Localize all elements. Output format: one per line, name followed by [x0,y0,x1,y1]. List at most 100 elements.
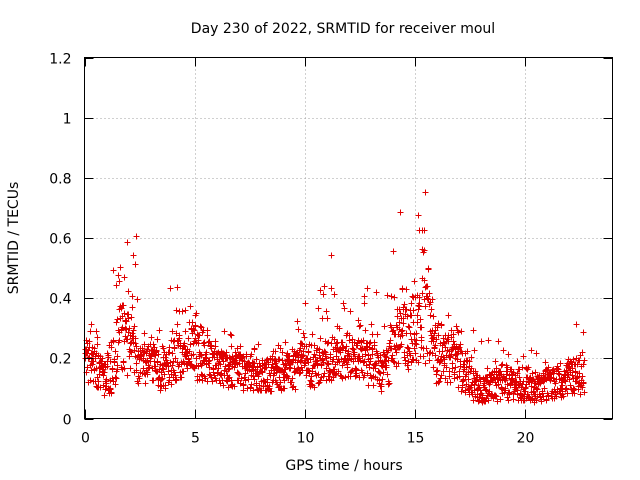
data-point [570,356,577,363]
data-point [227,359,234,366]
data-point [436,378,443,385]
data-point [451,369,458,376]
data-point [560,393,567,400]
data-point [241,374,248,381]
data-point [336,346,343,353]
data-point [193,310,200,317]
data-point [447,379,454,386]
data-point [580,361,587,368]
data-point [112,381,119,388]
data-point [433,371,440,378]
data-point [449,360,456,367]
data-point [387,337,394,344]
data-point [379,376,386,383]
data-point [115,272,122,279]
data-point [399,332,406,339]
data-point [348,368,355,375]
data-point [397,310,404,317]
data-point [205,360,212,367]
data-point [398,328,405,335]
data-point [311,384,318,391]
data-point [404,344,411,351]
data-point [408,300,415,307]
data-point [363,343,370,350]
data-point [277,345,284,352]
data-point [176,335,183,342]
data-point [239,354,246,361]
data-point [298,340,305,347]
data-point [379,363,386,370]
data-point [573,321,580,328]
data-point [581,389,588,396]
data-point [185,335,192,342]
data-point [172,355,179,362]
data-point [543,397,550,404]
data-point [405,345,412,352]
data-point [121,274,128,281]
data-point [217,371,224,378]
data-point [493,365,500,372]
data-point [181,340,188,347]
data-point [471,347,478,354]
y-axis-label: SRMTID / TECUs [6,182,22,295]
data-point [413,330,420,337]
data-point [325,361,332,368]
data-point [447,354,454,361]
data-point [328,285,335,292]
data-point [324,315,331,322]
data-point [369,346,376,353]
data-point [421,247,428,254]
data-point [381,323,388,330]
data-point [144,346,151,353]
data-point [305,367,312,374]
data-point [127,348,134,355]
data-point [417,316,424,323]
data-point [519,364,526,371]
data-point [451,375,458,382]
data-point [281,385,288,392]
data-point [126,325,133,332]
data-point [279,349,286,356]
data-point [448,327,455,334]
data-point [384,292,391,299]
data-point [236,360,243,367]
data-point [500,347,507,354]
data-point [109,365,116,372]
data-point [210,351,217,358]
data-point [368,321,375,328]
data-point [242,377,249,384]
data-point [132,335,139,342]
data-point [264,376,271,383]
data-point [162,354,169,361]
data-point [389,355,396,362]
data-point [525,378,532,385]
data-point [152,363,159,370]
data-point [415,212,422,219]
data-point [182,307,189,314]
data-point [204,332,211,339]
data-point [331,366,338,373]
data-point [354,340,361,347]
data-point [415,359,422,366]
data-point [464,348,471,355]
data-point [429,335,436,342]
data-point [321,348,328,355]
data-point [326,373,333,380]
data-point [342,347,349,354]
data-point [418,334,425,341]
data-point [86,338,93,345]
data-point [251,376,258,383]
data-point [453,323,460,330]
data-point [401,349,408,356]
data-point [425,265,432,272]
data-point [113,319,120,326]
data-point [458,328,465,335]
data-point [159,365,166,372]
data-point [133,360,140,367]
data-point [114,362,121,369]
data-point [304,355,311,362]
data-point [421,277,428,284]
data-point [361,358,368,365]
data-point [150,377,157,384]
data-point [382,353,389,360]
